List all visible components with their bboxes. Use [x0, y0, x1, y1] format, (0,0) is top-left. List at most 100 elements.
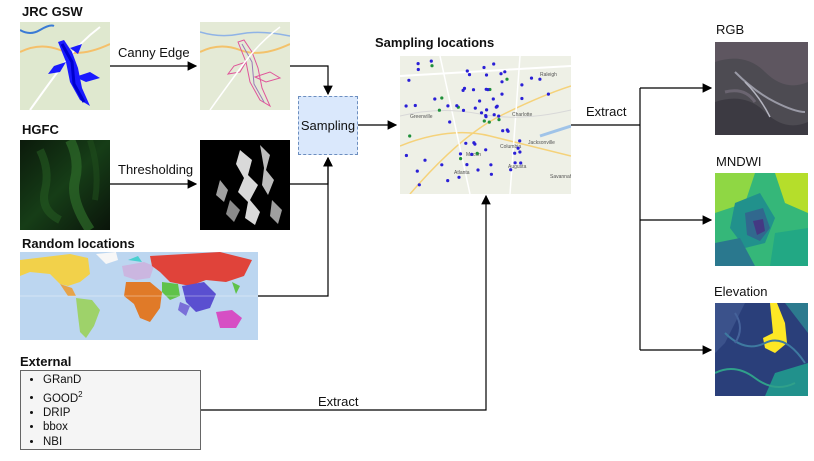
sample-point: [513, 161, 517, 165]
sample-point: [484, 114, 488, 118]
sample-point: [417, 183, 421, 187]
sample-point: [404, 104, 408, 108]
external-sources-box: GRanD GOOD2 DRIP bbox NBI: [20, 370, 201, 450]
random-to-sampling-line: [258, 156, 333, 297]
map-place-label: Greenville: [410, 114, 433, 120]
sample-point: [478, 99, 482, 103]
map-place-label: Charlotte: [512, 112, 533, 118]
map-place-label: Savannah: [550, 174, 571, 180]
sample-point: [467, 73, 472, 77]
sample-point: [497, 114, 501, 118]
elevation-title: Elevation: [714, 284, 768, 299]
sample-point: [433, 97, 437, 101]
sample-point: [423, 158, 427, 162]
external-title: External: [20, 354, 72, 369]
sample-point: [484, 148, 488, 152]
hgfc-to-sampling-line: [290, 156, 333, 185]
sample-point: [492, 62, 496, 66]
sampling-process-box: Sampling: [298, 96, 358, 155]
external-item-bbox: bbox: [43, 420, 200, 435]
sample-point: [487, 120, 491, 124]
sample-point: [482, 119, 486, 123]
canny-edge-label: Canny Edge: [116, 45, 192, 60]
sample-point: [546, 92, 550, 96]
sample-point: [499, 72, 503, 76]
sample-point: [459, 157, 463, 161]
sample-point: [465, 163, 469, 167]
map-place-label: Columbia: [500, 144, 521, 150]
sample-point: [458, 152, 463, 156]
hgfc-image: [20, 140, 110, 230]
sample-point: [503, 70, 507, 74]
sample-point: [489, 172, 493, 176]
rgb-title: RGB: [716, 22, 745, 37]
sample-point: [520, 96, 524, 101]
sample-point: [416, 67, 420, 72]
mndwi-title: MNDWI: [716, 154, 762, 169]
extract-label-top: Extract: [584, 104, 629, 119]
sample-point: [485, 108, 489, 112]
sample-point: [489, 163, 493, 167]
sample-point: [429, 59, 433, 63]
hgfc-title: HGFC: [22, 122, 59, 137]
sample-point: [518, 150, 522, 154]
sample-point: [500, 92, 504, 96]
sample-point: [509, 168, 513, 172]
sample-point: [505, 128, 509, 132]
sample-point: [476, 168, 480, 172]
sample-point: [416, 62, 420, 66]
sample-point: [404, 153, 408, 158]
sampling-locations-map: Greenville Charlotte Columbia Atlanta August…: [400, 56, 571, 194]
sample-point: [470, 152, 474, 156]
elevation-image: [715, 303, 808, 396]
sample-point: [479, 111, 484, 115]
sample-point: [446, 179, 450, 183]
thresholding-image: [200, 140, 290, 230]
jrc-gsw-title: JRC GSW: [22, 4, 83, 19]
sample-point: [462, 86, 467, 90]
sample-point: [461, 108, 466, 112]
sample-point: [408, 134, 412, 138]
sample-point: [482, 65, 486, 70]
sample-point: [538, 77, 542, 81]
world-map-image: [20, 252, 258, 340]
map-place-label: Macon: [466, 152, 481, 158]
external-item-good-text: GOOD: [43, 392, 79, 405]
jrc-gsw-image: [20, 22, 110, 110]
sample-point: [448, 120, 452, 124]
map-place-label: Raleigh: [540, 72, 557, 78]
sample-point: [472, 141, 476, 145]
sample-point: [407, 78, 411, 82]
sample-point: [413, 103, 417, 108]
sample-point: [415, 169, 419, 173]
map-place-label: Augusta: [508, 164, 527, 170]
sample-point: [440, 163, 444, 167]
external-sources-list: GRanD GOOD2 DRIP bbox NBI: [21, 373, 200, 449]
external-to-map-line: [201, 194, 491, 411]
sample-point: [471, 88, 476, 92]
sample-point: [440, 96, 444, 100]
extract-label-bottom: Extract: [316, 394, 361, 409]
sample-point: [475, 151, 479, 155]
sampling-process-label: Sampling: [300, 118, 356, 133]
map-place-label: Atlanta: [454, 170, 470, 176]
sample-point: [491, 97, 495, 101]
sample-point: [495, 104, 499, 108]
sample-point: [437, 108, 441, 112]
sample-point: [513, 151, 517, 155]
sample-point: [465, 69, 469, 73]
sample-point: [473, 106, 477, 110]
thresholding-label: Thresholding: [116, 162, 196, 177]
sample-point: [520, 83, 524, 87]
sample-point: [430, 64, 434, 68]
sample-point: [500, 80, 504, 84]
canny-edge-image: [200, 22, 290, 110]
external-item-good: GOOD2: [43, 388, 200, 406]
sampling-locations-title: Sampling locations: [375, 35, 495, 50]
sample-point: [446, 104, 450, 108]
jrc-to-sampling-line: [290, 65, 333, 96]
sample-point: [464, 141, 468, 145]
good-superscript: 2: [78, 389, 83, 399]
sample-point: [501, 129, 505, 133]
